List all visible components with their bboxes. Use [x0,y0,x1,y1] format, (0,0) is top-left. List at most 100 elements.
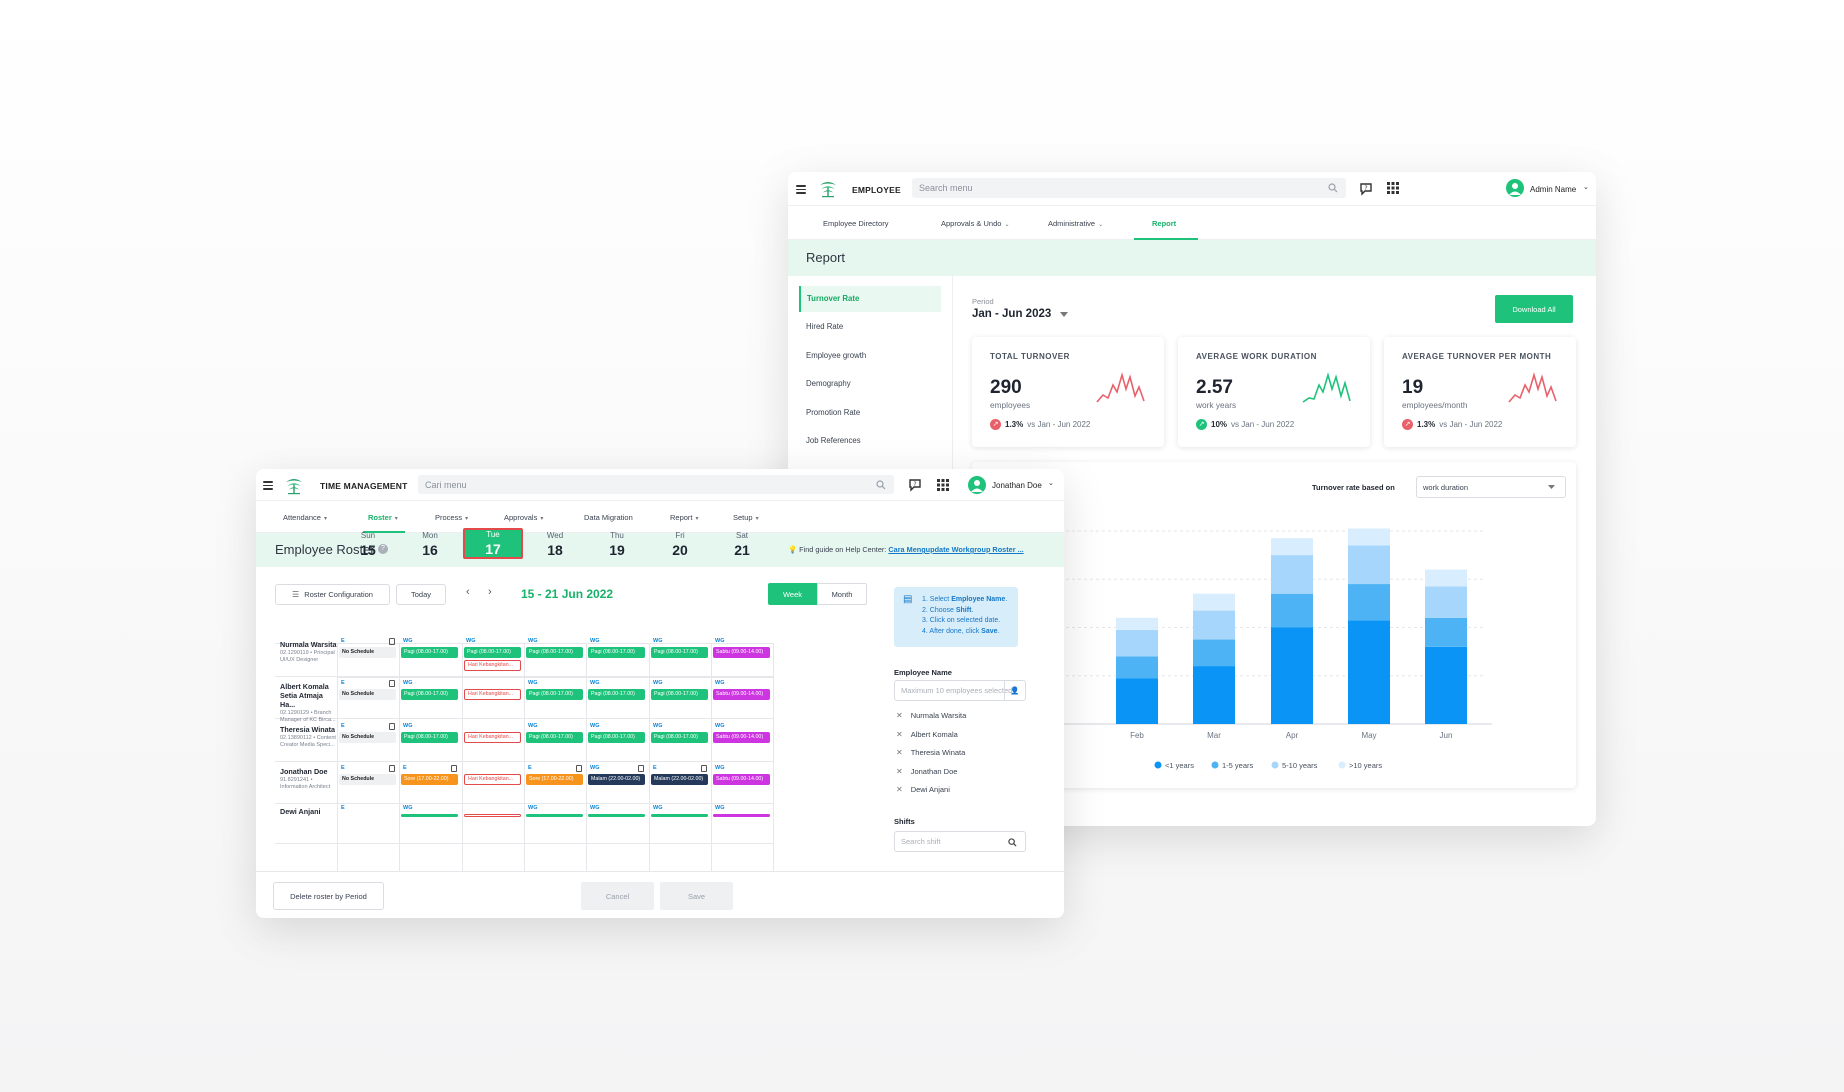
trash-icon[interactable] [389,680,395,687]
day-header-sun[interactable]: Sun 15 [337,531,399,558]
shift-search-input[interactable]: Search shift [894,831,1026,852]
shift-pill[interactable]: Pagi (08.00-17.00) [588,732,645,743]
close-icon[interactable]: ✕ [896,729,903,739]
close-icon[interactable]: ✕ [896,711,903,720]
chevron-down-icon[interactable]: ⌄ [1583,184,1589,191]
sidebar-item-hired-rate[interactable]: Hired Rate [806,322,844,331]
shift-pill[interactable] [713,814,770,817]
shift-pill[interactable]: Pagi (08.00-17.00) [401,732,458,743]
shift-pill[interactable] [651,814,708,817]
shift-pill[interactable]: Pagi (08.00-17.00) [651,732,708,743]
shift-pill[interactable]: Pagi (08.00-17.00) [588,647,645,658]
shift-pill[interactable]: Pagi (08.00-17.00) [651,647,708,658]
download-all-button[interactable]: Download All [1495,295,1573,323]
sidebar-item-employee-growth[interactable]: Employee growth [806,351,867,360]
sidebar-item-demography[interactable]: Demography [806,379,851,388]
shift-pill[interactable]: Sore (17.00-22.00) [526,774,583,785]
shift-pill[interactable]: Malam (22.00-02.00) [588,774,645,785]
shift-pill[interactable]: Pagi (08.00-17.00) [401,647,458,658]
search-input[interactable]: Search menu [912,178,1346,198]
shift-pill[interactable]: Pagi (08.00-17.00) [588,689,645,700]
person-icon[interactable]: 👤 [1004,681,1025,700]
close-icon[interactable]: ✕ [896,748,903,757]
trash-icon[interactable] [576,765,582,772]
help-chat-icon[interactable]: ? [1359,182,1373,196]
day-header-fri[interactable]: Fri 20 [649,531,711,558]
shift-pill[interactable]: Sabtu (09.00-14.00) [713,647,770,658]
roster-configuration-button[interactable]: ☰ Roster Configuration [275,584,390,605]
sidebar-item-turnover-rate[interactable]: Turnover Rate [799,286,941,312]
employee-name-input[interactable]: Maximum 10 employees selected 👤 [894,680,1026,701]
trash-icon[interactable] [389,723,395,730]
today-button[interactable]: Today [396,584,446,605]
week-view-button[interactable]: Week [768,583,817,605]
shift-pill[interactable]: No Schedule [339,774,396,785]
day-header-wed[interactable]: Wed 18 [524,531,586,558]
shift-pill[interactable] [588,814,645,817]
shift-pill[interactable]: Sore (17.00-22.00) [401,774,458,785]
shift-pill[interactable]: No Schedule [339,732,396,743]
tab-data-migration[interactable]: Data Migration [584,513,633,522]
trash-icon[interactable] [451,765,457,772]
shift-pill[interactable]: Sabtu (09.00-14.00) [713,689,770,700]
shift-pill[interactable]: Pagi (08.00-17.00) [526,647,583,658]
cancel-button[interactable]: Cancel [581,882,654,910]
tab-administrative[interactable]: Administrative ⌄ [1048,219,1104,228]
help-icon[interactable]: ? [378,544,388,554]
tab-setup[interactable]: Setup ▾ [733,513,759,522]
holiday-pill[interactable]: Hari Kebangkitan... [464,660,521,671]
menu-icon[interactable] [263,481,273,490]
shift-pill[interactable]: No Schedule [339,647,396,658]
shift-pill[interactable]: Hari Kebangkitan... [464,732,521,743]
menu-icon[interactable] [796,185,806,194]
apps-grid-icon[interactable] [937,479,949,491]
shift-pill[interactable]: Sabtu (09.00-14.00) [713,774,770,785]
shift-pill[interactable]: Pagi (08.00-17.00) [526,689,583,700]
chevron-down-icon[interactable]: ⌄ [1048,480,1054,487]
shift-pill[interactable] [526,814,583,817]
tab-process[interactable]: Process ▾ [435,513,469,522]
tab-report[interactable]: Report [1152,219,1177,228]
day-header-sat[interactable]: Sat 21 [711,531,773,558]
day-header-mon[interactable]: Mon 16 [399,531,461,558]
apps-grid-icon[interactable] [1387,182,1399,194]
shift-pill[interactable]: Malam (22.00-02.00) [651,774,708,785]
tab-approvals-undo[interactable]: Approvals & Undo ⌄ [941,219,1010,228]
trash-icon[interactable] [638,765,644,772]
avatar[interactable] [1506,179,1524,197]
help-chat-icon[interactable]: ? [908,478,922,492]
save-button[interactable]: Save [660,882,733,910]
next-week-icon[interactable]: › [488,586,492,598]
user-name[interactable]: Admin Name [1530,185,1577,194]
tab-report[interactable]: Report ▾ [670,513,699,522]
prev-week-icon[interactable]: ‹ [466,586,470,598]
shift-pill[interactable]: Hari Kebangkitan... [464,689,521,700]
trash-icon[interactable] [389,765,395,772]
close-icon[interactable]: ✕ [896,785,903,794]
month-view-button[interactable]: Month [817,583,867,605]
period-select[interactable]: Jan - Jun 2023 [972,308,1069,320]
sidebar-item-job-references[interactable]: Job References [806,436,861,445]
delete-roster-button[interactable]: Delete roster by Period [273,882,384,910]
shift-pill[interactable] [464,814,521,817]
shift-pill[interactable] [401,814,458,817]
sidebar-item-promotion-rate[interactable]: Promotion Rate [806,408,861,417]
avatar[interactable] [968,476,986,494]
trash-icon[interactable] [389,638,395,645]
close-icon[interactable]: ✕ [896,766,903,776]
shift-pill[interactable]: Hari Kebangkitan... [464,774,521,785]
shift-pill[interactable]: No Schedule [339,689,396,700]
day-header-tue[interactable]: Tue 17 [463,528,523,559]
turnover-based-select[interactable]: work duration [1416,476,1566,498]
shift-pill[interactable]: Pagi (08.00-17.00) [464,647,521,658]
shift-pill[interactable]: Pagi (08.00-17.00) [401,689,458,700]
user-name[interactable]: Jonathan Doe [992,481,1042,490]
shift-pill[interactable]: Pagi (08.00-17.00) [651,689,708,700]
tab-approvals[interactable]: Approvals ▾ [504,513,544,522]
shift-pill[interactable]: Sabtu (09.00-14.00) [713,732,770,743]
trash-icon[interactable] [701,765,707,772]
day-header-thu[interactable]: Thu 19 [586,531,648,558]
tab-roster[interactable]: Roster ▾ [368,513,398,522]
shift-pill[interactable]: Pagi (08.00-17.00) [526,732,583,743]
tab-attendance[interactable]: Attendance ▾ [283,513,327,522]
